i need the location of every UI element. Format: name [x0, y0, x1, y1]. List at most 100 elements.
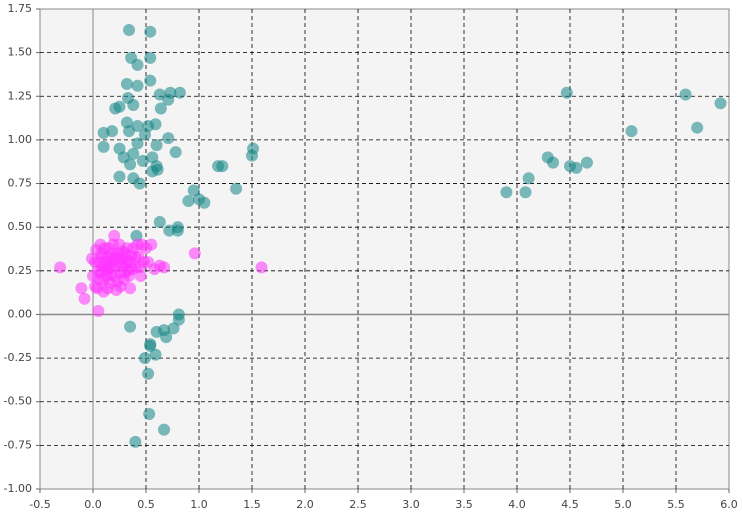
point	[75, 282, 88, 295]
y-tick-label: -0.75	[4, 438, 32, 451]
point	[154, 102, 167, 115]
point	[691, 121, 704, 134]
point	[522, 172, 535, 185]
point	[129, 250, 142, 263]
point	[247, 142, 260, 155]
point	[142, 367, 155, 380]
point	[255, 261, 268, 274]
x-tick-label: 2.0	[296, 498, 314, 511]
point	[138, 128, 151, 141]
point	[130, 229, 143, 242]
y-tick-label: 0.25	[8, 264, 33, 277]
point	[78, 292, 91, 305]
point	[182, 195, 195, 207]
x-tick-label: 6.0	[720, 498, 738, 511]
y-tick-label: 1.00	[8, 133, 33, 146]
point	[131, 137, 144, 150]
point	[106, 125, 119, 138]
point	[560, 86, 573, 99]
point	[131, 79, 144, 92]
point	[97, 140, 110, 153]
point	[54, 261, 67, 274]
point	[127, 99, 140, 111]
point	[187, 184, 200, 197]
point	[547, 156, 560, 169]
point	[108, 229, 121, 242]
point	[101, 282, 114, 295]
x-tick-label: 5.0	[614, 498, 632, 511]
point	[173, 86, 186, 99]
point	[160, 331, 173, 344]
point	[113, 170, 126, 183]
y-tick-label: 0.50	[8, 220, 33, 233]
point	[120, 78, 133, 91]
point	[679, 88, 692, 101]
point	[127, 147, 140, 160]
point	[131, 238, 144, 251]
x-tick-label: 0.0	[84, 498, 102, 511]
y-tick-label: 0.00	[8, 307, 33, 320]
point	[149, 118, 162, 131]
point	[230, 182, 243, 195]
x-tick-label: -0.5	[29, 498, 50, 511]
y-tick-label: -0.25	[4, 351, 32, 364]
point	[198, 196, 211, 209]
point	[133, 177, 146, 190]
point	[151, 163, 164, 176]
point	[150, 139, 163, 152]
point	[519, 186, 532, 199]
point	[94, 266, 107, 279]
x-tick-label: 3.5	[455, 498, 473, 511]
point	[123, 23, 136, 36]
point	[144, 74, 157, 87]
point	[163, 224, 176, 237]
point	[149, 348, 162, 361]
point	[169, 146, 182, 159]
y-tick-label: 0.75	[8, 177, 33, 190]
point	[89, 280, 102, 293]
x-tick-label: 2.5	[349, 498, 367, 511]
point	[153, 215, 166, 228]
point	[114, 280, 127, 293]
point	[138, 352, 151, 365]
x-tick-label: 1.5	[243, 498, 261, 511]
point	[144, 51, 157, 64]
point	[94, 238, 107, 251]
x-tick-label: 4.5	[561, 498, 579, 511]
point	[172, 313, 185, 326]
y-tick-label: 1.50	[8, 46, 33, 59]
y-tick-label: 1.25	[8, 89, 33, 102]
point	[144, 25, 157, 38]
point	[123, 125, 136, 138]
y-tick-label: -0.50	[4, 395, 32, 408]
point	[116, 245, 129, 258]
point	[625, 125, 638, 138]
point	[714, 97, 727, 110]
x-tick-label: 0.5	[137, 498, 155, 511]
x-tick-label: 3.0	[402, 498, 420, 511]
point	[143, 407, 156, 420]
point	[188, 247, 201, 260]
point	[131, 58, 144, 71]
point	[96, 250, 109, 263]
point	[134, 270, 147, 283]
x-tick-label: 5.5	[667, 498, 685, 511]
point	[107, 238, 120, 251]
point	[167, 322, 180, 335]
y-tick-label: 1.75	[8, 2, 33, 15]
point	[107, 252, 120, 265]
point	[162, 93, 175, 106]
y-tick-label: -1.00	[4, 482, 32, 495]
point	[129, 435, 142, 448]
point	[580, 156, 593, 169]
point	[570, 161, 583, 174]
point	[216, 160, 229, 173]
point	[124, 320, 137, 333]
point	[500, 186, 513, 199]
point	[92, 304, 105, 317]
point	[124, 282, 137, 295]
point	[144, 339, 157, 352]
point	[158, 423, 171, 436]
point	[124, 158, 137, 171]
point	[148, 263, 161, 276]
